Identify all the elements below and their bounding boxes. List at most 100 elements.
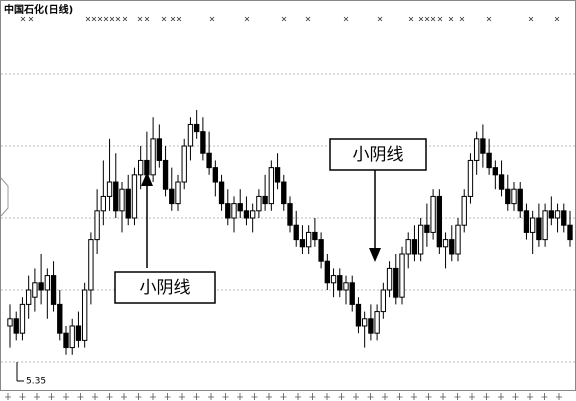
candle-body	[343, 282, 349, 291]
annotation: 小阴线	[140, 278, 191, 298]
signal-cross	[170, 16, 176, 22]
candle-body	[361, 318, 368, 327]
candle-body	[442, 239, 449, 248]
candle-body	[38, 282, 44, 291]
candle-body	[561, 210, 567, 226]
candle-body	[374, 311, 380, 334]
candle-body	[81, 289, 88, 341]
candle-body	[305, 231, 312, 248]
arrow-head	[141, 172, 153, 186]
candle-body	[411, 239, 418, 255]
signal-cross	[97, 16, 103, 22]
candle-body	[237, 203, 243, 212]
candle-body	[119, 188, 125, 212]
bottom-signal	[382, 393, 388, 400]
candle-body	[13, 318, 19, 334]
bottom-signal	[193, 393, 200, 400]
bottom-signal	[19, 393, 26, 400]
signal-cross	[437, 16, 443, 22]
candle-body	[7, 318, 13, 327]
candle-body	[293, 224, 299, 241]
candle-body	[349, 282, 355, 305]
candles	[1, 73, 575, 363]
candle-body	[181, 145, 187, 183]
candle-body	[137, 159, 144, 176]
signal-cross	[28, 16, 34, 22]
candle-body	[529, 217, 536, 233]
bottom-signal	[353, 393, 359, 400]
bottom-signal	[121, 393, 127, 400]
bottom-signal	[411, 393, 417, 400]
signal-cross	[554, 16, 560, 22]
candle-body	[461, 195, 467, 226]
bottom-signal	[5, 393, 11, 400]
candle-body	[405, 239, 411, 255]
signal-rows	[5, 16, 562, 400]
candle-body	[554, 210, 561, 219]
candle-body	[536, 217, 542, 241]
candle-body	[212, 167, 219, 183]
candle-body	[467, 159, 474, 197]
signal-cross	[486, 16, 492, 22]
candle-body	[150, 138, 156, 176]
bottom-signal	[338, 393, 345, 400]
bottom-signal	[48, 393, 55, 400]
bottom-signal	[222, 393, 229, 400]
bottom-signal	[425, 393, 432, 400]
signal-cross	[103, 16, 109, 22]
signal-cross	[418, 16, 424, 22]
signal-cross	[430, 16, 436, 22]
signal-cross	[115, 16, 121, 22]
frame	[0, 0, 576, 391]
candle-body	[162, 159, 169, 190]
candle-body	[455, 224, 461, 255]
candle-body	[281, 181, 287, 205]
candle-body	[287, 203, 293, 226]
candle-body	[355, 303, 362, 327]
bottom-signal	[309, 393, 316, 400]
signal-cross	[448, 16, 454, 22]
candle-body	[25, 289, 32, 305]
candle-body	[523, 210, 530, 233]
candle-body	[243, 210, 250, 219]
candle-body	[473, 138, 480, 161]
annotation-box	[114, 271, 216, 304]
candle-body	[249, 210, 256, 219]
candle-body	[511, 188, 517, 205]
annotation-box	[329, 138, 427, 171]
candle-body	[505, 188, 511, 205]
bottom-signal	[34, 393, 40, 400]
candle-body	[206, 152, 212, 169]
bottom-signal	[135, 393, 142, 400]
signal-cross	[343, 16, 349, 22]
signal-cross	[377, 16, 383, 22]
candle-body	[337, 275, 343, 291]
signal-cross	[408, 16, 414, 22]
bottom-signal	[63, 393, 69, 400]
chart-title: 中国石化(日线)	[4, 3, 73, 16]
candle-body	[63, 332, 69, 349]
signal-cross	[459, 16, 465, 22]
candle-body	[430, 195, 436, 233]
signal-cross	[161, 16, 167, 22]
candle-body	[393, 267, 399, 298]
candle-body	[567, 224, 573, 241]
candle-body	[424, 224, 430, 233]
bottom-signal	[280, 393, 287, 400]
candle-body	[318, 239, 324, 262]
bottom-signal	[92, 393, 98, 400]
signal-cross	[85, 16, 91, 22]
signal-cross	[20, 16, 26, 22]
candle-body	[19, 303, 26, 334]
candle-body	[169, 188, 175, 205]
candle-body	[75, 325, 82, 341]
candle-body	[399, 253, 405, 298]
candle-body	[274, 167, 281, 183]
bottom-signal	[498, 393, 504, 400]
bottom-signal	[237, 393, 243, 400]
signal-cross	[137, 16, 143, 22]
signal-cross	[109, 16, 115, 22]
candle-body	[200, 131, 206, 154]
bottom-signal	[483, 393, 490, 400]
annotation: 小阴线	[353, 145, 404, 165]
